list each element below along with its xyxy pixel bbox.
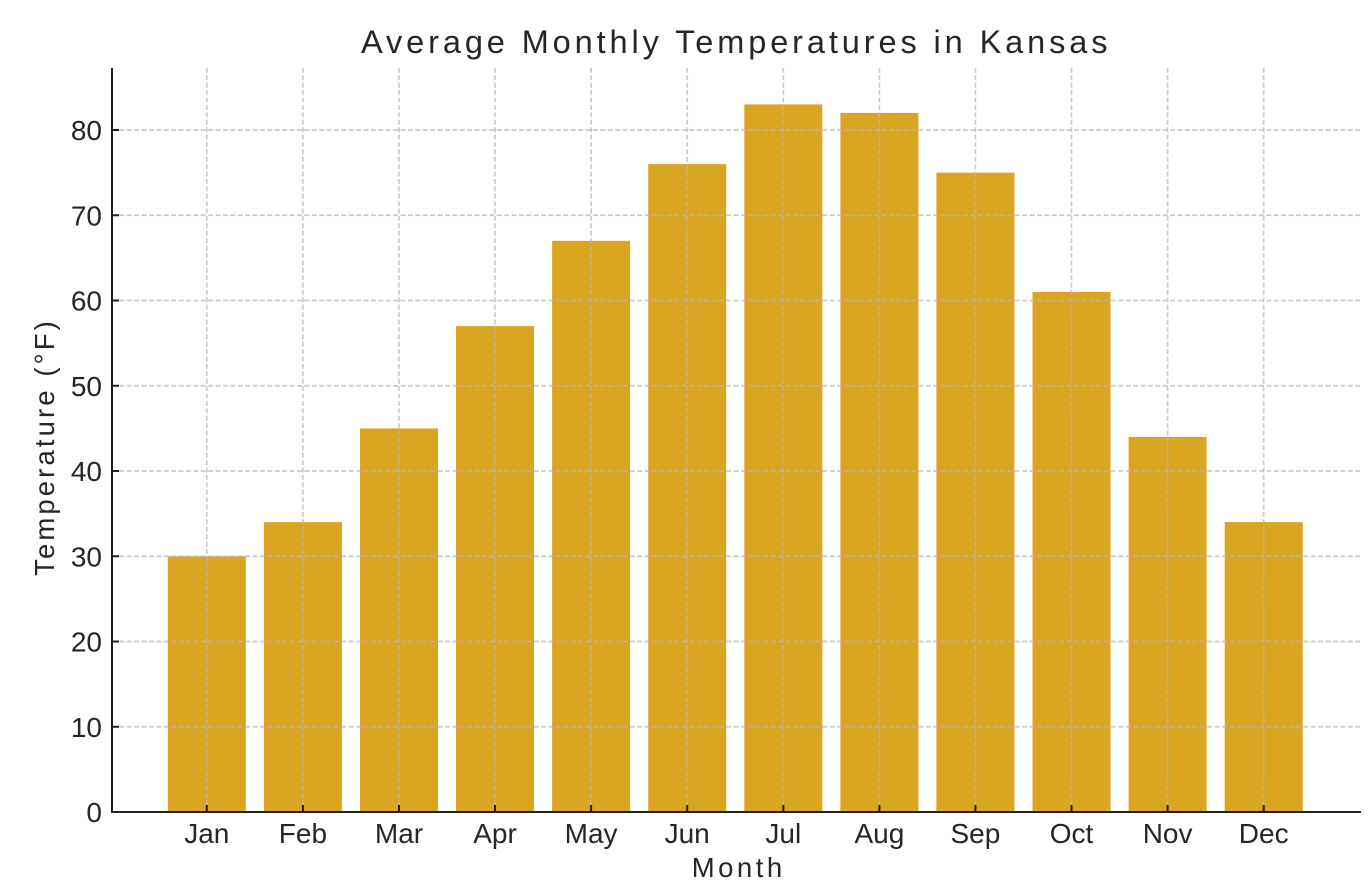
svg-text:Jun: Jun — [665, 818, 710, 849]
svg-text:Feb: Feb — [279, 818, 327, 849]
svg-text:Mar: Mar — [375, 818, 423, 849]
svg-text:Jul: Jul — [765, 818, 801, 849]
svg-text:Dec: Dec — [1239, 818, 1289, 849]
svg-text:Apr: Apr — [473, 818, 517, 849]
svg-text:40: 40 — [71, 456, 102, 487]
svg-text:Oct: Oct — [1050, 818, 1094, 849]
svg-text:Sep: Sep — [950, 818, 1000, 849]
svg-text:Temperature (°F): Temperature (°F) — [29, 318, 60, 576]
svg-text:0: 0 — [86, 797, 102, 828]
svg-text:Nov: Nov — [1143, 818, 1193, 849]
svg-text:70: 70 — [71, 200, 102, 231]
svg-text:50: 50 — [71, 371, 102, 402]
svg-text:Jan: Jan — [184, 818, 229, 849]
svg-text:80: 80 — [71, 115, 102, 146]
svg-text:10: 10 — [71, 712, 102, 743]
svg-text:60: 60 — [71, 286, 102, 317]
svg-text:20: 20 — [71, 627, 102, 658]
svg-text:30: 30 — [71, 541, 102, 572]
svg-text:Average Monthly Temperatures i: Average Monthly Temperatures in Kansas — [361, 24, 1111, 60]
svg-text:May: May — [565, 818, 618, 849]
svg-text:Aug: Aug — [854, 818, 904, 849]
svg-text:Month: Month — [692, 852, 786, 883]
